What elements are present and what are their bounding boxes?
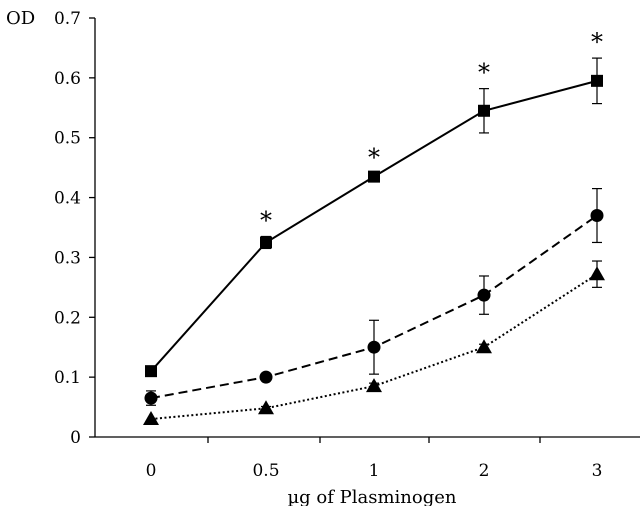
x-tick-label: 0 — [146, 461, 157, 481]
x-tick-label: 0.5 — [252, 461, 279, 481]
triangle-marker — [143, 411, 159, 426]
triangle-marker — [589, 266, 605, 281]
x-tick-label: 2 — [479, 461, 490, 481]
significance-asterisk: * — [478, 59, 490, 87]
y-tick-label: 0.2 — [54, 308, 81, 328]
y-tick-label: 0.5 — [54, 129, 81, 149]
square-marker — [591, 74, 603, 87]
triangle-marker — [476, 339, 492, 354]
square-marker — [478, 104, 490, 117]
square-marker — [368, 170, 380, 183]
significance-asterisk: * — [368, 144, 380, 172]
y-tick-label: 0.7 — [54, 9, 81, 29]
x-axis-label: µg of Plasminogen — [287, 487, 456, 506]
series-circle — [144, 187, 604, 406]
series-layer: * * * * — [143, 28, 605, 426]
circle-marker — [259, 370, 273, 384]
x-tick-label: 1 — [369, 461, 380, 481]
circle-marker — [144, 391, 158, 405]
circle-marker — [477, 288, 491, 302]
triangle-marker — [258, 400, 274, 415]
significance-asterisk: * — [260, 206, 272, 234]
x-ticks: 0 0.5 1 2 3 — [146, 437, 603, 481]
x-tick-label: 3 — [592, 461, 603, 481]
y-tick-label: 0.1 — [54, 368, 81, 388]
y-tick-label: 0.4 — [54, 189, 81, 209]
y-axis-label: OD — [6, 8, 35, 29]
triangle-marker — [366, 378, 382, 393]
square-marker — [260, 236, 272, 249]
y-tick-label: 0.6 — [54, 69, 81, 89]
axes: 0 0.1 0.2 0.3 0.4 0.5 0.6 0.7 0 0.5 1 2 3 — [54, 9, 640, 481]
y-tick-label: 0.3 — [54, 248, 81, 268]
significance-asterisk: * — [591, 28, 603, 56]
series-triangle — [143, 260, 605, 426]
circle-marker — [367, 340, 381, 354]
y-ticks: 0 0.1 0.2 0.3 0.4 0.5 0.6 0.7 — [54, 9, 95, 448]
circle-marker — [590, 209, 604, 223]
y-tick-label: 0 — [70, 428, 81, 448]
series-square: * * * * — [145, 28, 603, 378]
square-marker — [145, 365, 157, 378]
